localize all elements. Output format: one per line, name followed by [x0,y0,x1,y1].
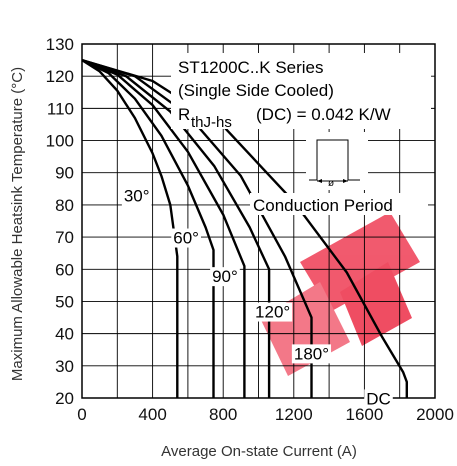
series-label: 120° [255,303,290,322]
series-label: 30° [124,187,150,206]
y-tick-label: 20 [55,389,74,408]
series-line [81,58,246,398]
y-tick-label: 120 [46,67,74,86]
y-tick-label: 40 [55,325,74,344]
y-tick-label: 90 [55,164,74,183]
x-tick-labels: 0 400 800 1200 1600 2000 [77,405,454,424]
x-tick-label: 800 [209,405,237,424]
series-label: 180° [294,344,329,363]
y-tick-label: 110 [47,99,74,118]
x-tick-label: 1200 [275,405,313,424]
conduction-angle-symbol: ø [328,178,334,189]
curve-labels: 30° 60° 90° 120° 180° DC [121,186,393,409]
rth-subscript: thJ-hs [191,114,232,131]
series-label: 60° [173,229,199,248]
conduction-label-background [250,193,428,215]
annotation-background [171,53,431,129]
y-tick-label: 70 [55,228,74,247]
y-axis-title: Maximum Allowable Heatsink Temperature (… [9,67,26,381]
y-tick-label: 60 [55,260,74,279]
series-label-background [253,302,293,322]
y-tick-label: 80 [55,196,74,215]
series-line [81,58,313,398]
series-label-background [210,267,240,287]
series-line [81,59,215,398]
series-line [81,58,271,398]
rth-value: (DC) = 0.042 K/W [256,105,391,124]
series-label-background [364,389,393,409]
cooling-note: (Single Side Cooled) [178,81,334,100]
series-line [81,59,179,398]
conduction-period-label: Conduction Period [253,196,393,215]
series-label-background [291,344,332,364]
series-label-background [121,186,152,206]
y-tick-labels: 20 30 40 50 60 70 80 90 100 110 120 130 [46,35,74,408]
series-label-background [171,228,201,248]
watermark [260,212,420,376]
x-axis-title: Average On-state Current (A) [161,443,357,460]
series-label: 90° [212,267,238,286]
series-title: ST1200C..K Series [178,58,324,77]
x-tick-label: 0 [77,405,86,424]
y-tick-label: 100 [46,132,74,151]
watermark-stripe [340,262,412,346]
plot-border [81,43,436,399]
y-tick-label: 30 [55,357,74,376]
y-tick-label: 50 [55,292,74,311]
x-tick-label: 2000 [416,405,454,424]
x-tick-label: 400 [138,405,166,424]
plot-frame [81,43,436,399]
rth-prefix: R [178,105,190,124]
y-tick-label: 130 [46,35,74,54]
series-label: DC [366,389,391,408]
x-tick-label: 1600 [345,405,383,424]
waveform-icon: ø [306,132,368,190]
